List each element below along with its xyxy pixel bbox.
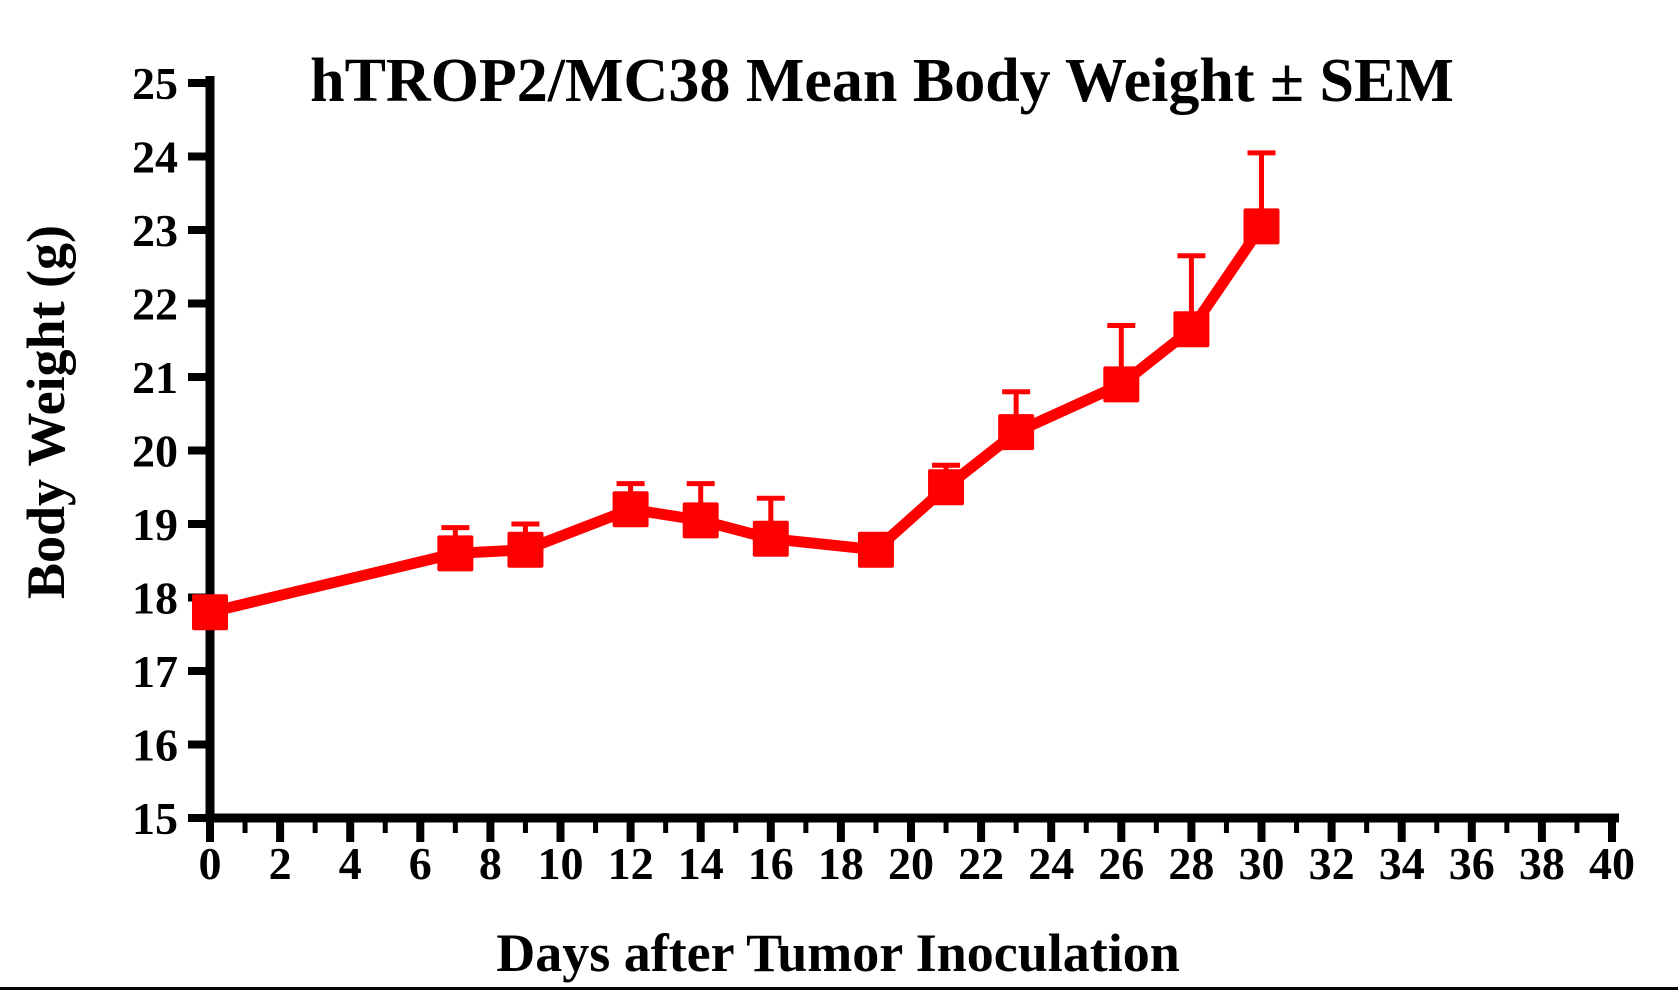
x-tick-label: 28 <box>1168 838 1214 889</box>
x-tick-label: 12 <box>608 838 654 889</box>
x-tick-label: 34 <box>1379 838 1425 889</box>
data-point-marker <box>192 594 228 631</box>
x-tick-label: 30 <box>1239 838 1285 889</box>
x-tick-label: 14 <box>678 838 724 889</box>
y-tick-label: 25 <box>132 58 178 109</box>
x-tick-label: 6 <box>409 838 432 889</box>
data-point-marker <box>1243 208 1280 245</box>
y-tick-label: 21 <box>132 352 178 403</box>
data-point-marker <box>612 491 649 528</box>
x-tick-label: 38 <box>1519 838 1565 889</box>
x-tick-label: 16 <box>748 838 794 889</box>
data-point-marker <box>437 535 474 572</box>
x-tick-label: 0 <box>199 838 222 889</box>
x-tick-label: 20 <box>888 838 934 889</box>
data-point-marker <box>507 531 544 568</box>
x-tick-label: 10 <box>538 838 584 889</box>
data-point-marker <box>857 531 894 568</box>
chart-title: hTROP2/MC38 Mean Body Weight ± SEM <box>310 47 1454 115</box>
x-tick-label: 40 <box>1589 838 1635 889</box>
y-tick-label: 23 <box>132 205 178 256</box>
x-tick-label: 2 <box>269 838 292 889</box>
y-tick-label: 19 <box>132 499 178 550</box>
x-axis-label: Days after Tumor Inoculation <box>496 923 1180 983</box>
y-tick-label: 18 <box>132 573 178 624</box>
x-tick-label: 4 <box>339 838 362 889</box>
bottom-border-rule <box>0 987 1678 990</box>
x-tick-label: 26 <box>1098 838 1144 889</box>
series-line <box>208 223 1267 618</box>
y-tick-label: 22 <box>132 279 178 330</box>
x-tick-label: 8 <box>479 838 502 889</box>
x-tick-label: 22 <box>958 838 1004 889</box>
data-point-marker <box>752 520 789 557</box>
y-tick-label: 17 <box>132 646 178 697</box>
data-point-marker <box>998 414 1035 451</box>
data-point-marker <box>1173 311 1210 348</box>
y-tick-label: 20 <box>132 426 178 477</box>
y-tick-label: 24 <box>132 132 178 183</box>
y-tick-label: 16 <box>132 720 178 771</box>
data-point-marker <box>928 469 965 506</box>
x-tick-label: 36 <box>1449 838 1495 889</box>
data-point-marker <box>682 502 719 539</box>
x-tick-label: 24 <box>1028 838 1074 889</box>
data-point-marker <box>1103 366 1140 403</box>
y-tick-label: 15 <box>132 793 178 844</box>
x-tick-label: 32 <box>1309 838 1355 889</box>
x-tick-label: 18 <box>818 838 864 889</box>
